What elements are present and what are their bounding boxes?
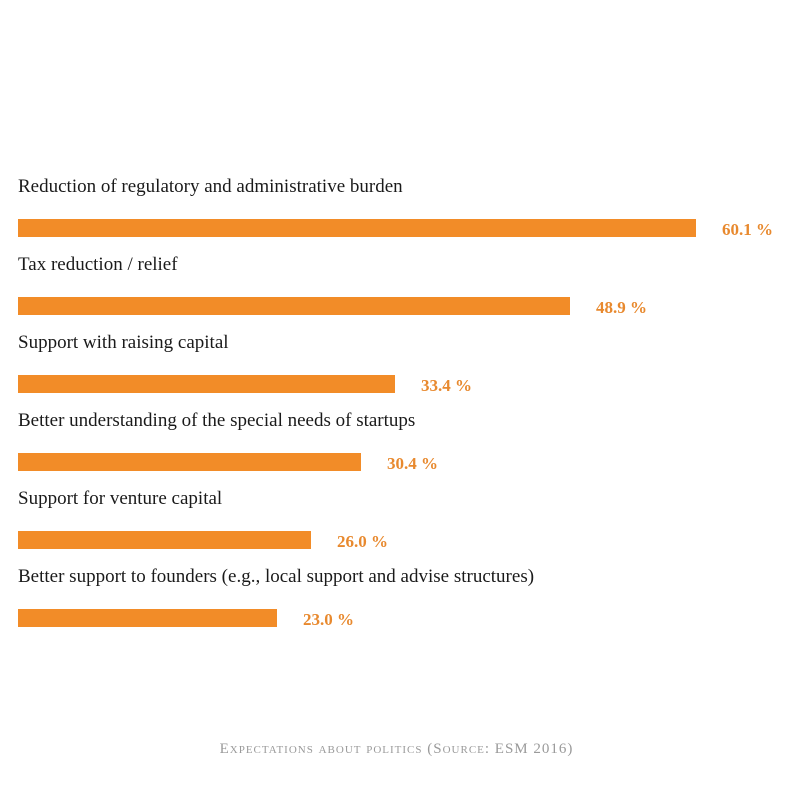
value-label: 48.9 % bbox=[596, 298, 647, 317]
bar bbox=[18, 297, 570, 315]
category-label: Support for venture capital bbox=[18, 488, 223, 509]
bar bbox=[18, 531, 311, 549]
category-label: Tax reduction / relief bbox=[18, 254, 178, 275]
value-label: 33.4 % bbox=[421, 376, 472, 395]
category-label: Better understanding of the special need… bbox=[18, 410, 416, 431]
category-label: Support with raising capital bbox=[18, 332, 229, 353]
category-label: Better support to founders (e.g., local … bbox=[18, 566, 535, 587]
chart-caption: Expectations about politics (Source: ESM… bbox=[219, 741, 574, 757]
bar bbox=[18, 219, 696, 237]
bar bbox=[18, 453, 361, 471]
value-label: 23.0 % bbox=[303, 610, 354, 629]
value-label: 30.4 % bbox=[387, 454, 438, 473]
value-label: 60.1 % bbox=[722, 220, 773, 239]
category-label: Reduction of regulatory and administrati… bbox=[18, 176, 403, 197]
bar bbox=[18, 375, 395, 393]
bar bbox=[18, 609, 277, 627]
value-label: 26.0 % bbox=[337, 532, 388, 551]
